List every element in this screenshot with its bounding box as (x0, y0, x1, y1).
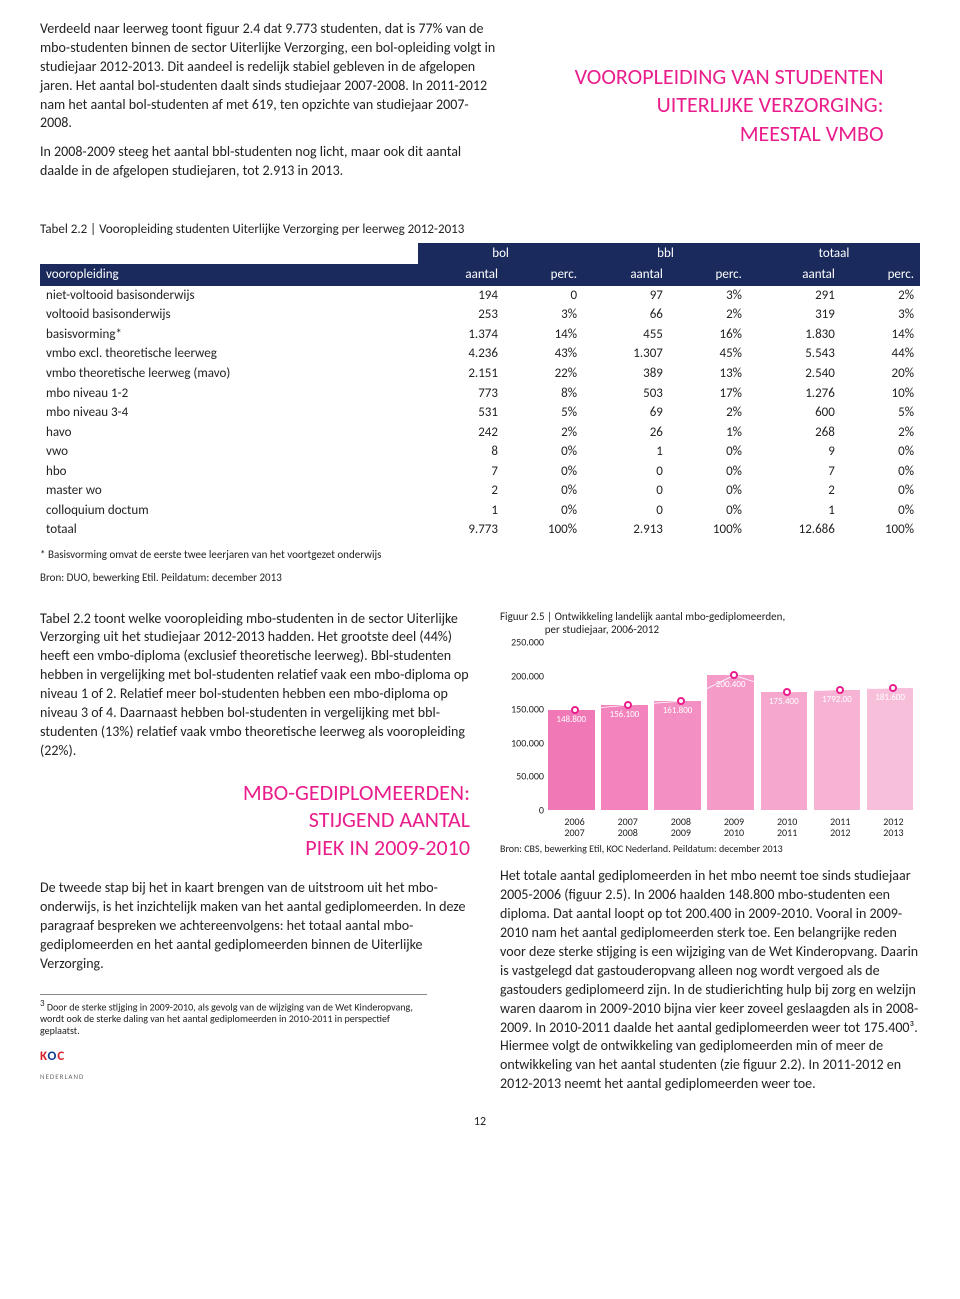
callout-line: PIEK IN 2009-2010 (40, 834, 470, 862)
chart-source: Bron: CBS, bewerking Etil, KOC Nederland… (500, 842, 920, 856)
table-2-2: Tabel 2.2 | Vooropleiding studenten Uite… (40, 221, 920, 585)
bar-value-label: 175.400 (761, 696, 808, 708)
table-group-header: bbl (583, 243, 748, 265)
chart-marker (836, 686, 844, 694)
bar-value-label: 200.400 (707, 679, 754, 691)
chart-marker (571, 706, 579, 714)
bar-value-label: 148.800 (548, 714, 595, 726)
footnote-text: Door de sterke stijging in 2009-2010, al… (40, 1000, 413, 1037)
chart-bar: 161.800 (654, 701, 701, 810)
callout-line: STIJGEND AANTAL (40, 806, 470, 834)
chart-bar: 200.400 (707, 675, 754, 810)
x-axis-label: 20062007 (548, 816, 601, 838)
right-paragraph: Het totale aantal gediplomeerden in het … (500, 867, 920, 1094)
y-axis-label: 100.000 (500, 736, 544, 750)
mid-paragraph-2: De tweede stap bij het in kaart brengen … (40, 879, 470, 973)
table-source: Bron: DUO, bewerking Etil. Peildatum: de… (40, 571, 920, 586)
chart-bar: 181.600 (867, 688, 914, 810)
footnote: 3 Door de sterke stijging in 2009-2010, … (40, 994, 427, 1037)
table-row: totaal9.773100%2.913100%12.686100% (40, 520, 920, 540)
mid-paragraph-1: Tabel 2.2 toont welke vooropleiding mbo-… (40, 610, 470, 761)
chart-marker (624, 701, 632, 709)
bar-line-chart: 148.800 156.100 161.800 200.400 175.400 1792.… (500, 638, 920, 838)
callout-line: MBO-GEDIPLOMEERDEN: (40, 779, 470, 807)
table-col-header: aantal (418, 264, 504, 286)
table-col-header: perc. (841, 264, 920, 286)
table-group-header: totaal (748, 243, 920, 265)
table-row: vmbo excl. theoretische leerweg4.23643%1… (40, 344, 920, 364)
table-row: havo2422%261%2682% (40, 423, 920, 443)
x-axis-label: 20112012 (814, 816, 867, 838)
chart-marker (783, 688, 791, 696)
data-table: bolbbltotaal vooropleidingaantalperc.aan… (40, 243, 920, 540)
chart-caption: Figuur 2.5 | Ontwikkeling landelijk aant… (500, 610, 920, 636)
bar-value-label: 181.600 (867, 692, 914, 704)
mid-left: Tabel 2.2 toont welke vooropleiding mbo-… (40, 610, 470, 1095)
chart-bar: 1792.00 (814, 690, 861, 810)
callout-line: VOOROPLEIDING VAN STUDENTEN (575, 63, 884, 92)
table-group-header: bol (418, 243, 583, 265)
table-row: niet-voltooid basisonderwijs1940973%2912… (40, 286, 920, 306)
table-col-header: perc. (504, 264, 583, 286)
table-col-header: aantal (583, 264, 669, 286)
bar-value-label: 161.800 (654, 705, 701, 717)
chart-marker (889, 684, 897, 692)
table-row: voltooid basisonderwijs2533%662%3193% (40, 305, 920, 325)
chart-bar: 148.800 (548, 710, 595, 810)
table-caption: Tabel 2.2 | Vooropleiding studenten Uite… (40, 221, 920, 239)
x-axis-label: 20082009 (654, 816, 707, 838)
callout-line: UITERLIJKE VERZORGING: (575, 91, 884, 120)
table-col-header: aantal (748, 264, 841, 286)
callout-line: MEESTAL VMBO (575, 120, 884, 149)
table-col-header: vooropleiding (40, 264, 418, 286)
table-row: mbo niveau 3-45315%692%6005% (40, 403, 920, 423)
table-row: master wo20%00%20% (40, 481, 920, 501)
mid-right: Figuur 2.5 | Ontwikkeling landelijk aant… (500, 610, 920, 1095)
page-number: 12 (40, 1114, 920, 1130)
table-col-header: perc. (669, 264, 748, 286)
y-axis-label: 150.000 (500, 702, 544, 716)
chart-marker (677, 697, 685, 705)
bar-value-label: 1792.00 (814, 694, 861, 706)
koc-logo: KOC NEDERLAND (40, 1047, 84, 1085)
table-row: vmbo theoretische leerweg (mavo)2.15122%… (40, 364, 920, 384)
bar-value-label: 156.100 (601, 709, 648, 721)
chart-marker (730, 671, 738, 679)
callout-2: MBO-GEDIPLOMEERDEN: STIJGEND AANTAL PIEK… (40, 779, 470, 862)
table-row: basisvorming*1.37414%45516%1.83014% (40, 325, 920, 345)
x-axis-label: 20102011 (761, 816, 814, 838)
x-axis-label: 20072008 (601, 816, 654, 838)
table-row: vwo80%10%90% (40, 442, 920, 462)
callout-1: VOOROPLEIDING VAN STUDENTEN UITERLIJKE V… (538, 20, 920, 191)
y-axis-label: 200.000 (500, 669, 544, 683)
intro-section: Verdeeld naar leerweg toont figuur 2.4 d… (40, 20, 920, 191)
chart-bar: 156.100 (601, 705, 648, 810)
table-row: colloquium doctum10%00%10% (40, 501, 920, 521)
intro-paragraph-2: In 2008-2009 steeg het aantal bbl-studen… (40, 143, 498, 181)
x-axis-label: 20122013 (867, 816, 920, 838)
table-row: hbo70%00%70% (40, 462, 920, 482)
y-axis-label: 50.000 (500, 770, 544, 784)
table-row: mbo niveau 1-27738%50317%1.27610% (40, 384, 920, 404)
footnote-number: 3 (40, 998, 45, 1009)
chart-bar: 175.400 (761, 692, 808, 810)
x-axis-label: 20092010 (707, 816, 760, 838)
y-axis-label: 250.000 (500, 635, 544, 649)
intro-text: Verdeeld naar leerweg toont figuur 2.4 d… (40, 20, 498, 191)
y-axis-label: 0 (500, 803, 544, 817)
table-note: * Basisvorming omvat de eerste twee leer… (40, 548, 920, 563)
intro-paragraph-1: Verdeeld naar leerweg toont figuur 2.4 d… (40, 20, 498, 133)
mid-section: Tabel 2.2 toont welke vooropleiding mbo-… (40, 610, 920, 1095)
